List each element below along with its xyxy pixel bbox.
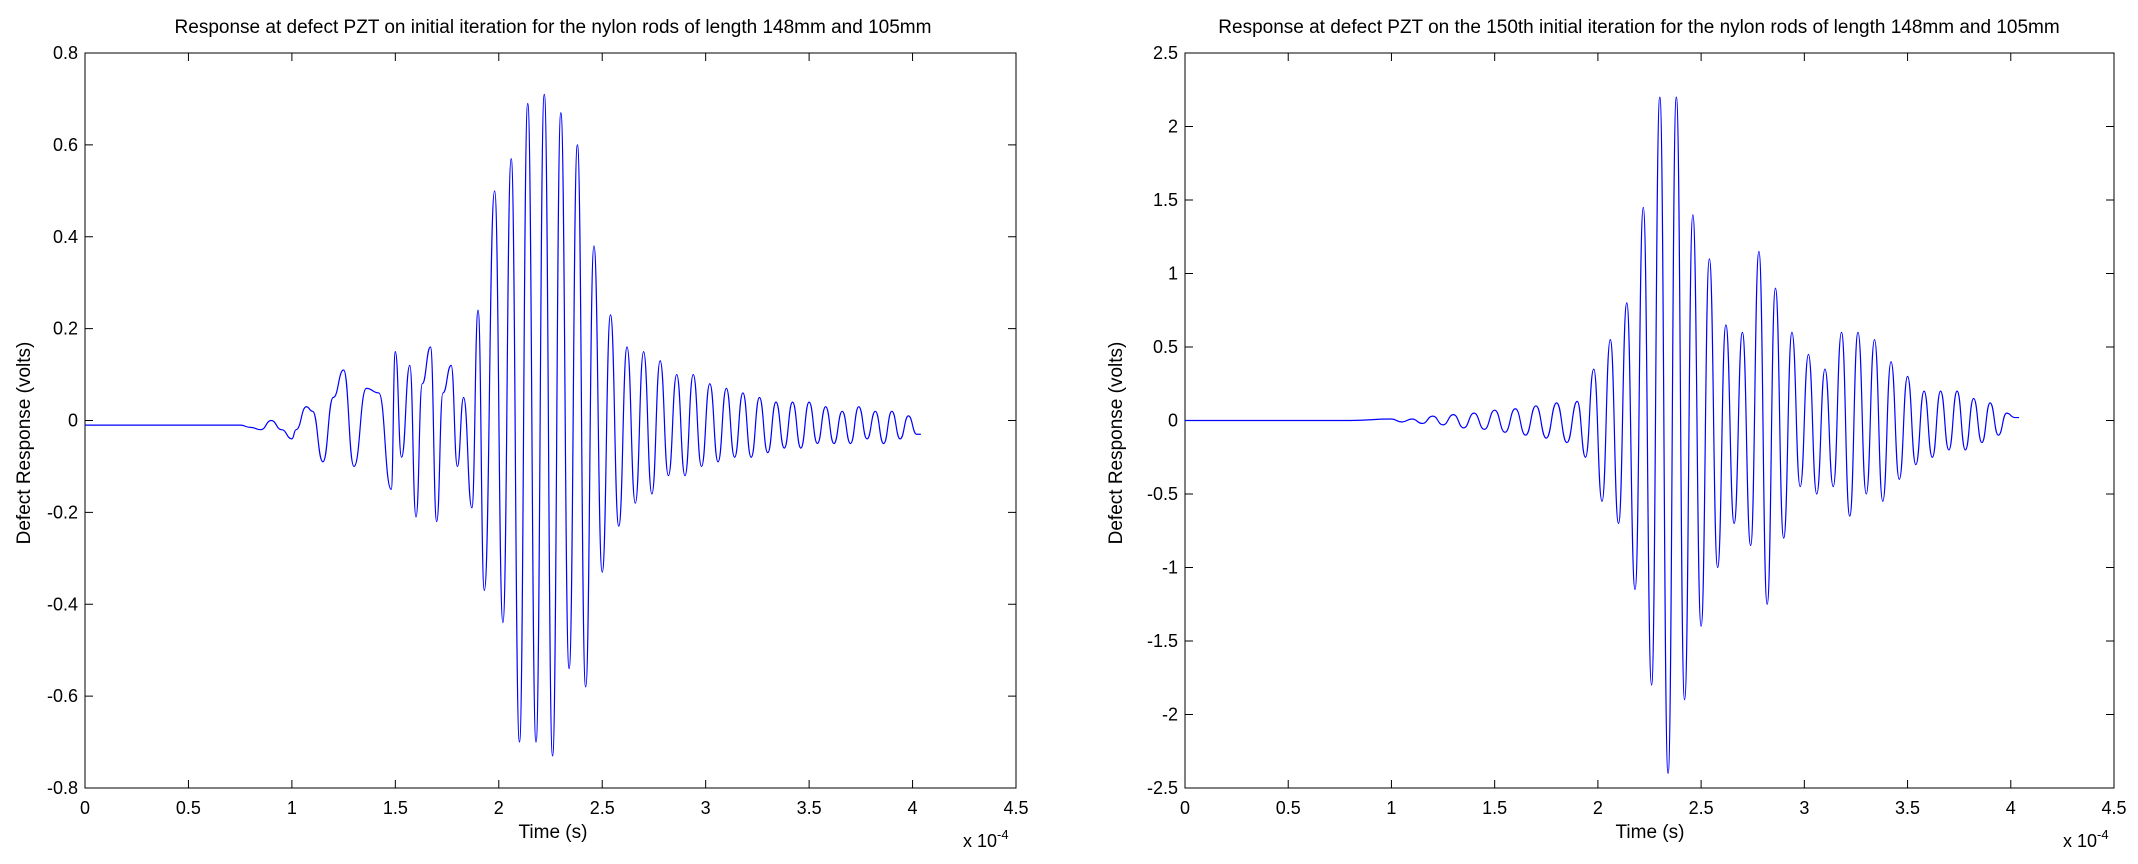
right-plot-xtick-label: 2.5	[1689, 798, 1714, 818]
right-plot-ytick-label: -1	[1162, 558, 1178, 578]
left-plot-xtick-label: 3.5	[797, 798, 822, 818]
right-plot-xlabel: Time (s)	[1616, 822, 1685, 843]
left-plot-ytick-label: 0.8	[53, 43, 78, 63]
right-plot-xtick-label: 3	[1799, 798, 1809, 818]
left-plot-xtick-label: 3	[701, 798, 711, 818]
right-plot-ytick-label: -0.5	[1147, 484, 1178, 504]
left-plot-xtick-label: 0	[80, 798, 90, 818]
left-plot-x-exponent-base: x 10	[963, 831, 997, 851]
right-plot-xtick-label: 0.5	[1276, 798, 1301, 818]
right-plot-xtick-label: 2	[1593, 798, 1603, 818]
left-plot-xtick-label: 2.5	[590, 798, 615, 818]
left-plot-ytick-label: -0.6	[47, 686, 78, 706]
right-plot-xtick-label: 3.5	[1895, 798, 1920, 818]
right-plot: Response at defect PZT on the 150th init…	[1106, 17, 2127, 851]
right-plot-ytick-label: 1	[1168, 264, 1178, 284]
right-plot-ytick-label: -2.5	[1147, 778, 1178, 798]
left-plot-xtick-label: 1	[287, 798, 297, 818]
left-plot-ytick-label: -0.4	[47, 594, 78, 614]
right-plot-ytick-label: 0.5	[1153, 337, 1178, 357]
left-plot-x-exponent: x 10-4	[963, 827, 1009, 851]
right-plot-xtick-label: 0	[1180, 798, 1190, 818]
right-plot-title: Response at defect PZT on the 150th init…	[1218, 17, 2059, 38]
right-plot-xtick-label: 1.5	[1482, 798, 1507, 818]
left-plot-ytick-label: -0.8	[47, 778, 78, 798]
left-plot-xlabel: Time (s)	[519, 822, 588, 843]
right-plot-ytick-label: -2	[1162, 705, 1178, 725]
right-plot-xtick-label: 4	[2006, 798, 2016, 818]
left-plot-ytick-label: 0.2	[53, 319, 78, 339]
left-plot-ytick-label: 0	[68, 411, 78, 431]
left-plot-xtick-label: 4.5	[1003, 798, 1028, 818]
left-plot-xtick-label: 1.5	[383, 798, 408, 818]
right-plot-ytick-label: 0	[1168, 411, 1178, 431]
right-plot-ytick-label: 2	[1168, 117, 1178, 137]
right-plot-x-exponent-base: x 10	[2063, 831, 2097, 851]
right-plot-x-exponent-power: -4	[2097, 827, 2109, 842]
right-plot-x-exponent: x 10-4	[2063, 827, 2109, 851]
left-plot-x-exponent-power: -4	[997, 827, 1009, 842]
left-plot-xtick-label: 2	[494, 798, 504, 818]
left-plot-series-line	[85, 93, 921, 757]
left-plot-xtick-label: 0.5	[176, 798, 201, 818]
left-plot-ytick-label: 0.4	[53, 227, 78, 247]
right-plot-series-line	[1184, 96, 2020, 774]
right-plot-ytick-label: 2.5	[1153, 43, 1178, 63]
left-plot-title: Response at defect PZT on initial iterat…	[175, 17, 932, 38]
left-plot-ytick-label: -0.2	[47, 502, 78, 522]
right-plot-ytick-label: -1.5	[1147, 631, 1178, 651]
left-plot-ylabel: Defect Response (volts)	[14, 342, 35, 545]
left-plot-xtick-label: 4	[908, 798, 918, 818]
right-plot-xtick-label: 1	[1386, 798, 1396, 818]
left-plot-ytick-label: 0.6	[53, 135, 78, 155]
right-plot-ytick-label: 1.5	[1153, 190, 1178, 210]
left-plot: Response at defect PZT on initial iterat…	[14, 17, 1029, 851]
right-plot-xtick-label: 4.5	[2101, 798, 2126, 818]
right-plot-ylabel: Defect Response (volts)	[1106, 342, 1127, 545]
